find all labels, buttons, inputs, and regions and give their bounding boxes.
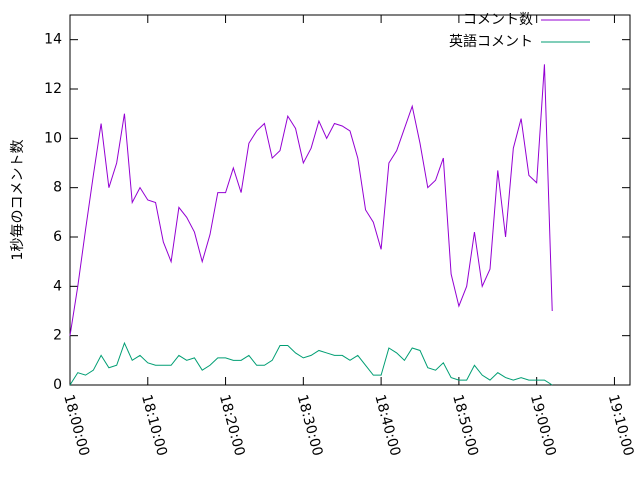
y-tick-label: 8	[53, 180, 62, 196]
y-tick-label: 2	[53, 328, 62, 344]
x-tick-label: 18:00:00	[60, 393, 92, 458]
y-axis-label: 1秒毎のコメント数	[10, 140, 26, 261]
legend-label: 英語コメント	[449, 33, 533, 50]
y-tick-label: 4	[53, 278, 62, 294]
y-tick-label: 0	[53, 377, 62, 393]
x-tick-label: 19:10:00	[605, 393, 637, 458]
y-tick-label: 12	[44, 81, 62, 97]
x-tick-label: 18:40:00	[371, 393, 403, 458]
data-line	[69, 341, 553, 386]
legend-label: コメント数	[463, 12, 533, 28]
y-tick-label: 14	[44, 32, 62, 48]
x-tick-label: 18:50:00	[449, 393, 481, 458]
x-tick-label: 19:00:00	[527, 393, 559, 458]
data-line	[69, 64, 553, 336]
y-tick-label: 6	[53, 229, 62, 245]
x-tick-label: 18:30:00	[294, 393, 326, 458]
y-tick-label: 10	[44, 130, 62, 146]
x-tick-label: 18:20:00	[216, 393, 248, 458]
x-tick-label: 18:10:00	[138, 393, 170, 458]
plot-frame	[69, 14, 631, 386]
